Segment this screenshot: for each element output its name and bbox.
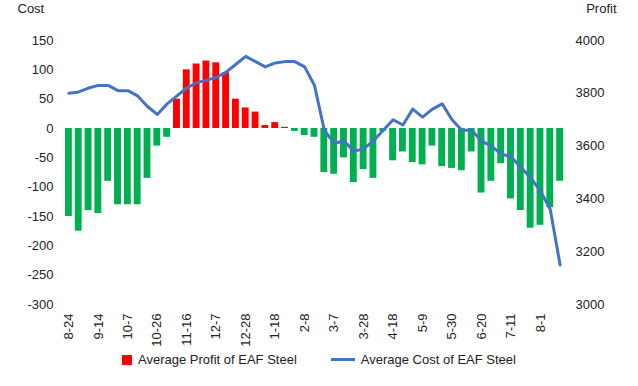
svg-text:5-9: 5-9 [415, 314, 430, 333]
svg-text:100: 100 [32, 62, 54, 77]
svg-text:Profit: Profit [586, 1, 617, 16]
svg-text:10-26: 10-26 [149, 314, 164, 347]
svg-text:-50: -50 [35, 150, 54, 165]
svg-text:11-16: 11-16 [179, 314, 194, 346]
svg-text:3-7: 3-7 [326, 314, 341, 333]
html-text:Average Cost of EAF Steel: Average Cost of EAF Steel [360, 352, 516, 367]
svg-text:-300: -300 [27, 297, 53, 312]
svg-text:12-28: 12-28 [238, 314, 253, 347]
svg-text:0: 0 [46, 121, 53, 136]
svg-text:10-7: 10-7 [120, 314, 135, 340]
svg-text:-150: -150 [27, 209, 53, 224]
svg-text:-200: -200 [27, 238, 53, 253]
svg-text:50: 50 [39, 91, 53, 106]
svg-text:7-11: 7-11 [503, 314, 518, 339]
svg-text:12-7: 12-7 [208, 314, 223, 340]
svg-text:Cost: Cost [18, 1, 45, 16]
svg-text:3000: 3000 [576, 297, 605, 312]
svg-text:6-20: 6-20 [474, 314, 489, 340]
svg-text:4-18: 4-18 [385, 314, 400, 340]
svg-text:3200: 3200 [576, 244, 605, 259]
svg-text:2-8: 2-8 [297, 314, 312, 333]
html-text:Average Profit of EAF Steel: Average Profit of EAF Steel [138, 352, 297, 367]
svg-text:150: 150 [32, 33, 54, 48]
svg-text:3400: 3400 [576, 191, 605, 206]
svg-text:4000: 4000 [576, 33, 605, 48]
svg-text:9-14: 9-14 [91, 314, 106, 340]
svg-text:8-1: 8-1 [533, 314, 548, 333]
svg-text:8-24: 8-24 [61, 314, 76, 340]
svg-text:3600: 3600 [576, 138, 605, 153]
svg-text:3-28: 3-28 [356, 314, 371, 340]
svg-text:1-18: 1-18 [267, 314, 282, 340]
svg-text:5-30: 5-30 [444, 314, 459, 340]
svg-text:-250: -250 [27, 267, 53, 282]
svg-text:-100: -100 [27, 179, 53, 194]
svg-text:3800: 3800 [576, 85, 605, 100]
